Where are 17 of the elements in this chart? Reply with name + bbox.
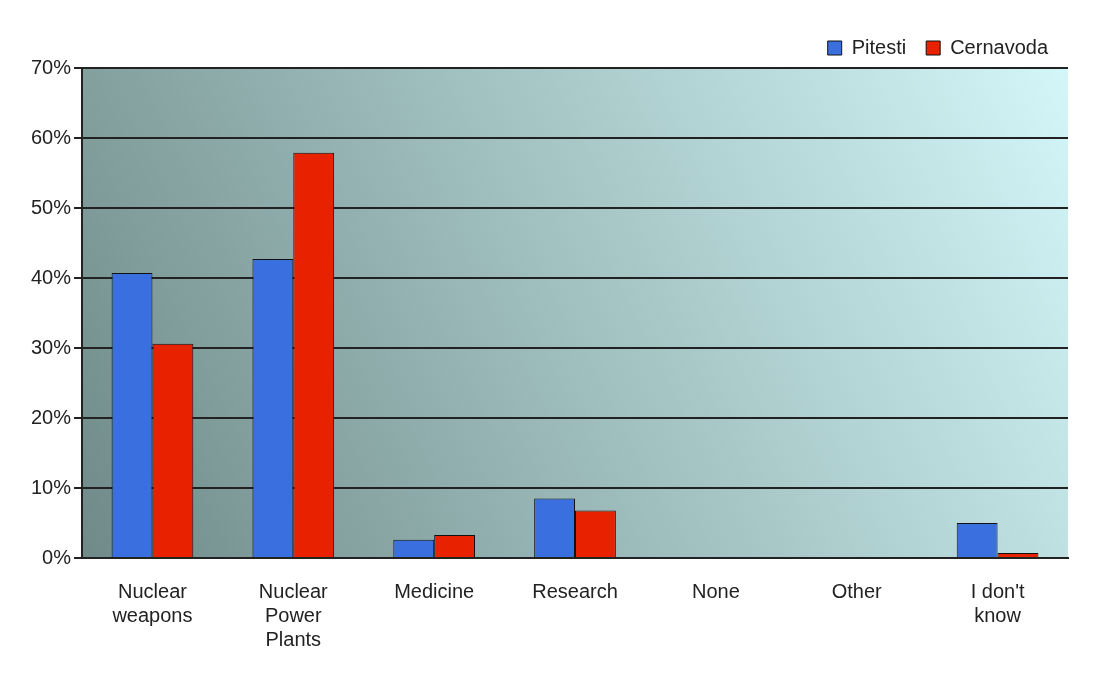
y-tick-label: 40%	[31, 265, 72, 288]
y-tick-label: 70%	[31, 55, 72, 78]
y-tick-label: 10%	[31, 475, 72, 498]
x-tick-label: Nuclear weapons	[111, 579, 193, 626]
y-tick-label: 20%	[31, 405, 72, 428]
y-tick-label: 50%	[31, 195, 72, 218]
y-tick-label: 30%	[31, 335, 72, 358]
x-tick-label: Other	[831, 579, 883, 602]
y-tick-label: 60%	[31, 125, 72, 148]
y-tick-label: 0%	[42, 545, 72, 568]
legend-label: Cernavoda	[950, 35, 1049, 58]
x-tick-label: Nuclear Power Plants	[258, 579, 329, 650]
legend-label: Pitesti	[851, 35, 907, 58]
x-tick-label: None	[691, 579, 740, 602]
x-tick-label: Research	[532, 579, 618, 602]
x-tick-label: Medicine	[394, 579, 475, 602]
x-tick-label: I don't know	[970, 579, 1025, 626]
